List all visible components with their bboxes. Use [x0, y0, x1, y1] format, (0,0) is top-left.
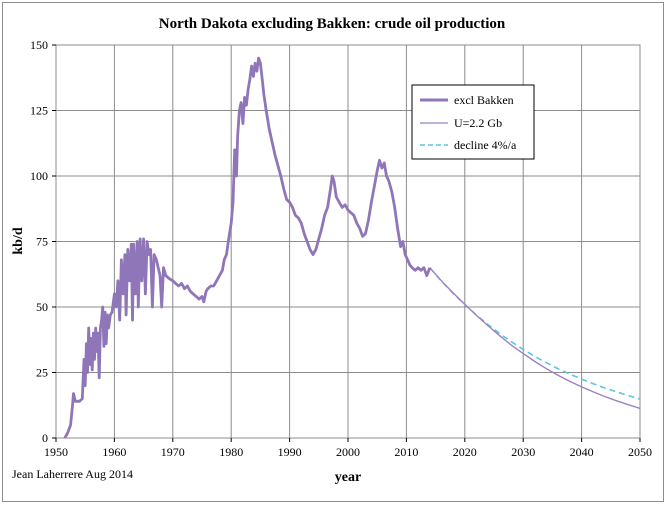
y-axis-label: kb/d [11, 227, 26, 254]
legend-label-u22: U=2.2 Gb [454, 116, 502, 130]
y-tick-label: 50 [36, 300, 48, 314]
x-tick-label: 2010 [394, 445, 418, 459]
x-tick-label: 2050 [628, 445, 652, 459]
series-line-thick [63, 56, 432, 439]
x-tick-label: 1970 [161, 445, 185, 459]
legend-label-excl-bakken: excl Bakken [454, 93, 514, 107]
y-tick-label: 0 [42, 431, 48, 445]
x-tick-label: 1980 [219, 445, 243, 459]
x-tick-label: 1990 [278, 445, 302, 459]
credit-text: Jean Laherrere Aug 2014 [12, 467, 133, 481]
x-tick-label: 2030 [511, 445, 535, 459]
x-tick-label: 2040 [570, 445, 594, 459]
x-tick-label: 1960 [102, 445, 126, 459]
legend-box [411, 84, 535, 160]
y-tick-label: 75 [36, 235, 48, 249]
legend-label-decline: decline 4%/a [454, 138, 517, 152]
x-tick-label: 1950 [44, 445, 68, 459]
y-tick-label: 100 [30, 169, 48, 183]
grid [56, 45, 640, 438]
y-tick-label: 125 [30, 104, 48, 118]
x-tick-label: 2020 [453, 445, 477, 459]
legend: excl Bakken U=2.2 Gb decline 4%/a [411, 84, 535, 160]
chart-title: North Dakota excluding Bakken: crude oil… [159, 16, 506, 32]
tick-labels: 1950 1960 1970 1980 1990 2000 2010 2020 2030 2040… [30, 38, 652, 459]
x-axis-label: year [335, 470, 361, 485]
series-line-thin [429, 267, 641, 410]
y-tick-label: 25 [36, 366, 48, 380]
x-tick-label: 2000 [336, 445, 360, 459]
y-tick-label: 150 [30, 38, 48, 52]
data-lines [63, 56, 641, 439]
